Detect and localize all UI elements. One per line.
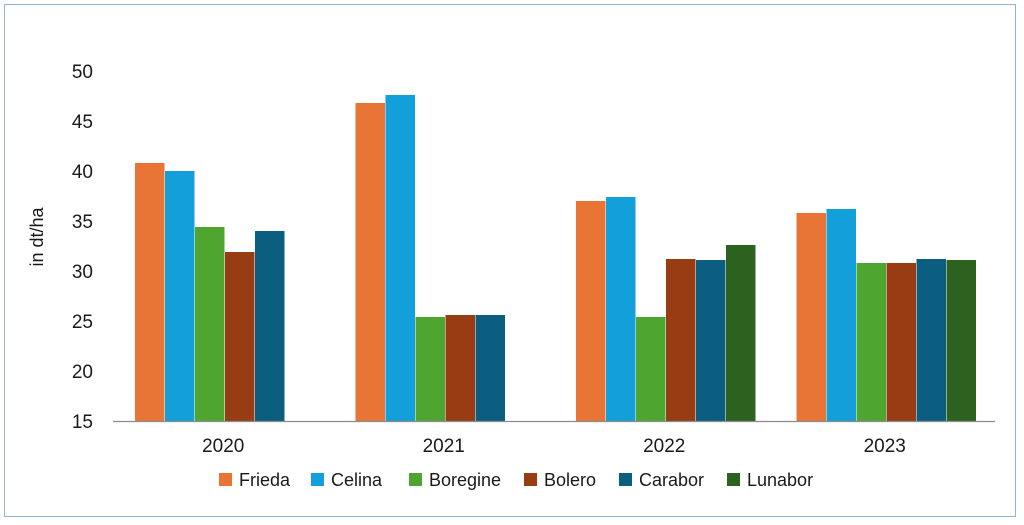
x-tick-label: 2020 bbox=[202, 436, 244, 457]
bar-boregine-2020 bbox=[195, 227, 225, 421]
legend-label-celina: Celina bbox=[331, 470, 383, 490]
bar-celina-2021 bbox=[385, 95, 415, 421]
y-tick-label: 25 bbox=[72, 312, 93, 333]
y-tick-label: 50 bbox=[72, 62, 93, 83]
legend-swatch-carabor bbox=[619, 473, 632, 486]
x-axis: 2020 2021 2022 2023 bbox=[113, 420, 995, 457]
y-tick-label: 40 bbox=[72, 162, 93, 183]
legend-label-boregine: Boregine bbox=[429, 470, 501, 490]
bar-bolero-2023 bbox=[886, 263, 916, 421]
bar-carabor-2021 bbox=[475, 315, 505, 421]
bar-celina-2023 bbox=[826, 209, 856, 421]
bar-frieda-2022 bbox=[576, 201, 606, 421]
bar-lunabor-2023 bbox=[946, 260, 976, 421]
bar-frieda-2023 bbox=[796, 213, 826, 421]
legend-label-bolero: Bolero bbox=[544, 470, 596, 490]
bar-frieda-2020 bbox=[135, 163, 165, 421]
bar-carabor-2023 bbox=[916, 259, 946, 421]
bar-chart: 15 20 25 30 35 40 45 50 2020 2021 2022 2023 in dt/… bbox=[27, 62, 995, 490]
y-axis-title: in dt/ha bbox=[27, 206, 47, 266]
y-tick-label: 30 bbox=[72, 262, 93, 283]
x-tick-label: 2023 bbox=[864, 436, 906, 457]
legend-swatch-frieda bbox=[219, 473, 232, 486]
bar-boregine-2023 bbox=[856, 263, 886, 421]
bar-celina-2020 bbox=[165, 171, 195, 421]
legend: Frieda Celina Boregine Bolero Carabor Lunabor bbox=[219, 470, 813, 490]
bar-boregine-2021 bbox=[415, 317, 445, 421]
y-tick-label: 15 bbox=[72, 412, 93, 433]
bar-lunabor-2022 bbox=[726, 245, 756, 421]
chart-frame: 15 20 25 30 35 40 45 50 2020 2021 2022 2023 in dt/… bbox=[4, 4, 1016, 517]
x-tick-label: 2021 bbox=[423, 436, 465, 457]
legend-label-carabor: Carabor bbox=[639, 470, 704, 490]
bar-boregine-2022 bbox=[636, 317, 666, 421]
x-tick-label: 2022 bbox=[643, 436, 685, 457]
bars bbox=[135, 95, 976, 421]
bar-bolero-2021 bbox=[445, 315, 475, 421]
legend-swatch-boregine bbox=[409, 473, 422, 486]
bar-bolero-2020 bbox=[225, 252, 255, 421]
bar-frieda-2021 bbox=[355, 103, 385, 421]
y-axis: 15 20 25 30 35 40 45 50 bbox=[72, 62, 93, 433]
legend-label-lunabor: Lunabor bbox=[747, 470, 813, 490]
legend-label-frieda: Frieda bbox=[239, 470, 291, 490]
y-tick-label: 20 bbox=[72, 362, 93, 383]
bar-celina-2022 bbox=[606, 197, 636, 421]
y-tick-label: 45 bbox=[72, 112, 93, 133]
legend-swatch-celina bbox=[311, 473, 324, 486]
bar-carabor-2022 bbox=[696, 260, 726, 421]
y-tick-label: 35 bbox=[72, 212, 93, 233]
legend-swatch-lunabor bbox=[727, 473, 740, 486]
bar-carabor-2020 bbox=[255, 231, 285, 421]
bar-bolero-2022 bbox=[666, 259, 696, 421]
legend-swatch-bolero bbox=[524, 473, 537, 486]
